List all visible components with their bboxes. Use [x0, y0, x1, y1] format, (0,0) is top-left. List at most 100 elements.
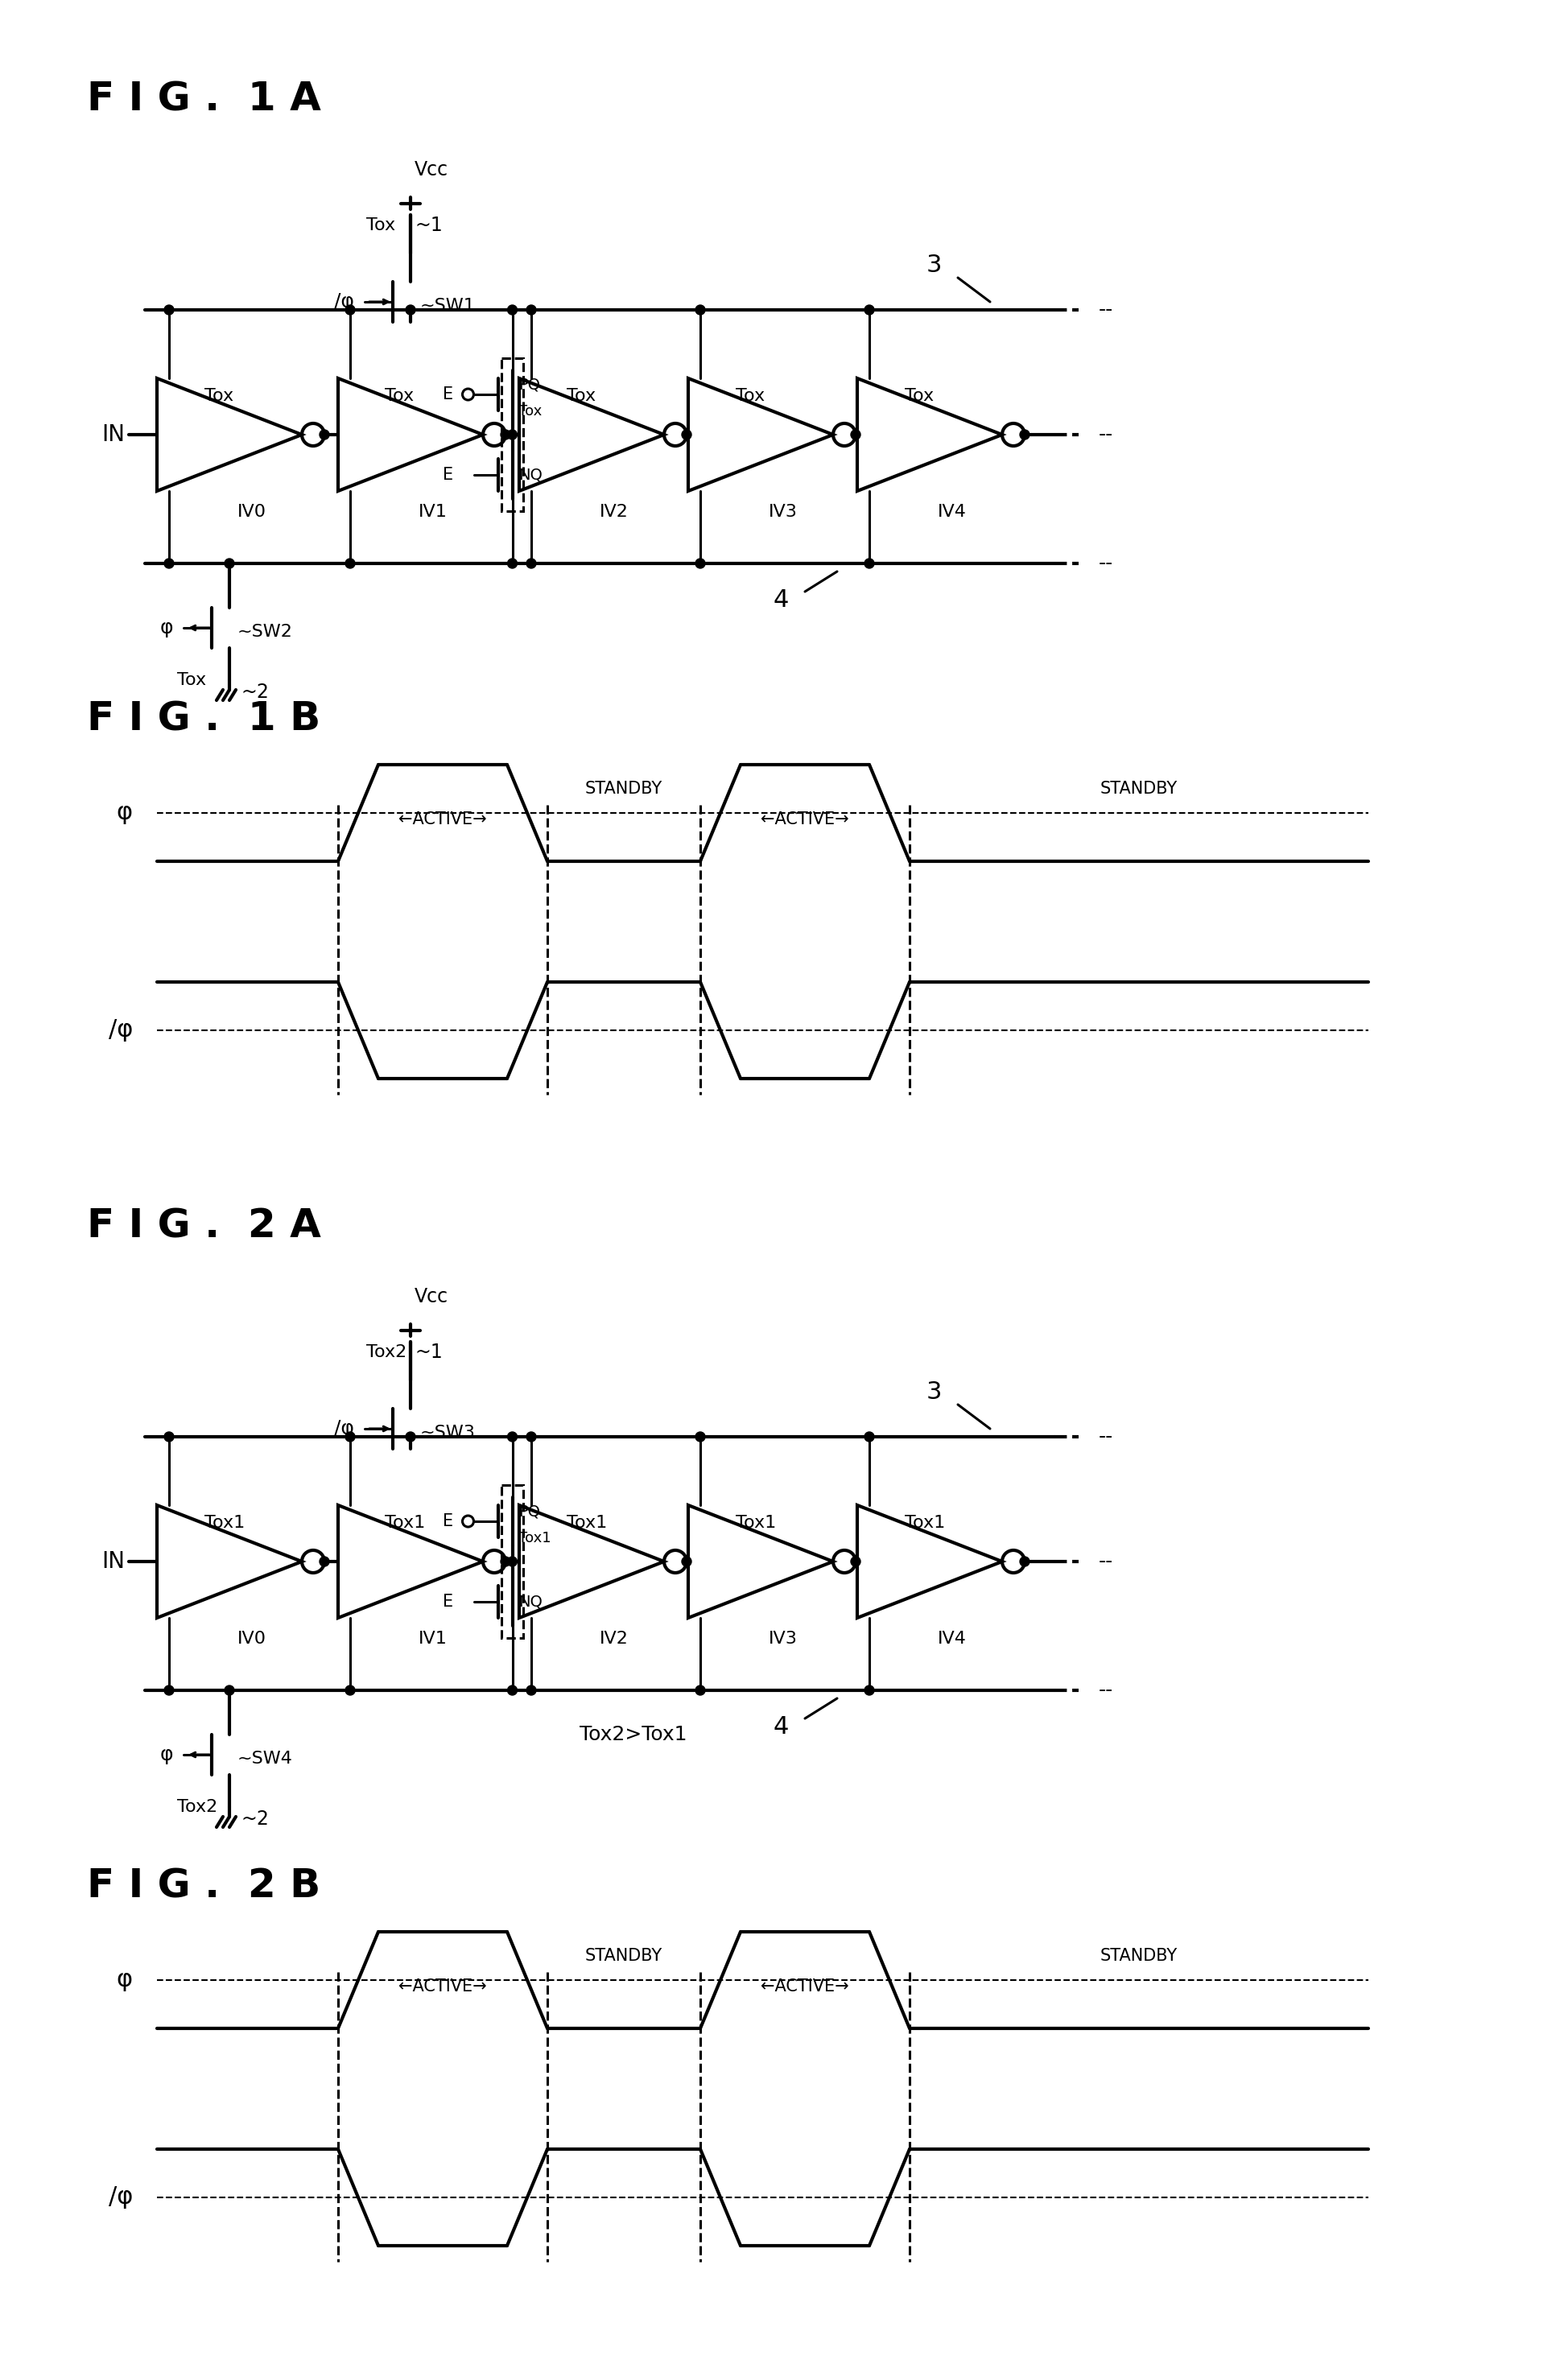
Circle shape — [851, 1558, 861, 1567]
Text: Tox: Tox — [386, 387, 414, 404]
Text: IV3: IV3 — [768, 505, 798, 519]
Bar — [502, 1484, 524, 1638]
Text: Tox2: Tox2 — [367, 1345, 406, 1359]
Text: ←ACTIVE→: ←ACTIVE→ — [760, 812, 848, 828]
Circle shape — [165, 559, 174, 569]
Circle shape — [527, 304, 536, 314]
Circle shape — [851, 430, 861, 439]
Text: ←ACTIVE→: ←ACTIVE→ — [398, 812, 486, 828]
Text: E: E — [444, 467, 453, 484]
Circle shape — [500, 430, 510, 439]
Circle shape — [864, 1433, 873, 1442]
Text: ~SW1: ~SW1 — [420, 297, 475, 314]
Text: /φ: /φ — [334, 293, 354, 312]
Circle shape — [696, 304, 706, 314]
Text: Tox: Tox — [177, 673, 205, 689]
Text: IV4: IV4 — [938, 505, 966, 519]
Text: /φ: /φ — [108, 2185, 133, 2209]
Text: ~1: ~1 — [416, 1343, 444, 1362]
Text: /φ: /φ — [108, 1020, 133, 1043]
Text: Tox2: Tox2 — [177, 1798, 218, 1815]
Text: IV4: IV4 — [938, 1631, 966, 1647]
Circle shape — [527, 1433, 536, 1442]
Text: ~SW3: ~SW3 — [420, 1425, 475, 1442]
Text: ~SW2: ~SW2 — [237, 623, 293, 640]
Text: F I G .  1 A: F I G . 1 A — [86, 80, 321, 118]
Text: φ: φ — [160, 618, 172, 637]
Text: ←ACTIVE→: ←ACTIVE→ — [760, 1978, 848, 1994]
Text: Vcc: Vcc — [414, 160, 448, 179]
Text: 4: 4 — [773, 588, 789, 611]
Text: --: -- — [1099, 425, 1113, 444]
Text: E: E — [444, 1513, 453, 1529]
Circle shape — [696, 1433, 706, 1442]
Circle shape — [165, 1685, 174, 1694]
Text: φ: φ — [160, 1744, 172, 1765]
Text: Tox1: Tox1 — [905, 1515, 946, 1532]
Text: E: E — [444, 387, 453, 404]
Circle shape — [345, 1433, 354, 1442]
Circle shape — [527, 559, 536, 569]
Text: --: -- — [1099, 1553, 1113, 1572]
Circle shape — [508, 1433, 517, 1442]
Circle shape — [320, 1558, 329, 1567]
Text: PQ: PQ — [519, 1503, 541, 1520]
Circle shape — [864, 559, 873, 569]
Text: Tox1: Tox1 — [566, 1515, 607, 1532]
Text: E: E — [444, 1593, 453, 1610]
Text: IV2: IV2 — [599, 1631, 629, 1647]
Text: 3: 3 — [925, 255, 941, 276]
Text: IV1: IV1 — [419, 505, 447, 519]
Text: ~1: ~1 — [416, 215, 444, 236]
Circle shape — [345, 304, 354, 314]
Circle shape — [224, 559, 234, 569]
Text: Tox: Tox — [204, 387, 234, 404]
Text: PQ: PQ — [519, 378, 541, 392]
Circle shape — [165, 1433, 174, 1442]
Text: STANDBY: STANDBY — [1101, 1947, 1178, 1964]
Text: Tox: Tox — [735, 387, 764, 404]
Text: NQ: NQ — [519, 467, 543, 481]
Text: F I G .  2 B: F I G . 2 B — [86, 1867, 320, 1907]
Text: --: -- — [1099, 300, 1113, 319]
Circle shape — [508, 1685, 517, 1694]
Text: IN: IN — [102, 422, 125, 446]
Text: IV0: IV0 — [237, 505, 267, 519]
Text: φ: φ — [116, 1968, 133, 1992]
Text: STANDBY: STANDBY — [1101, 781, 1178, 798]
Circle shape — [508, 1558, 517, 1567]
Circle shape — [864, 304, 873, 314]
Text: 3: 3 — [925, 1381, 941, 1404]
Text: ~2: ~2 — [241, 682, 270, 701]
Text: /φ: /φ — [334, 1418, 354, 1437]
Text: 4: 4 — [773, 1716, 789, 1739]
Circle shape — [406, 304, 416, 314]
Circle shape — [696, 559, 706, 569]
Bar — [502, 359, 524, 512]
Circle shape — [345, 1685, 354, 1694]
Text: IV0: IV0 — [237, 1631, 267, 1647]
Text: Tox2>Tox1: Tox2>Tox1 — [580, 1725, 687, 1744]
Circle shape — [682, 430, 691, 439]
Text: ~2: ~2 — [241, 1810, 270, 1829]
Text: F I G .  2 A: F I G . 2 A — [86, 1208, 321, 1246]
Text: φ: φ — [116, 802, 133, 824]
Text: Tox1: Tox1 — [735, 1515, 776, 1532]
Text: Tox: Tox — [566, 387, 596, 404]
Circle shape — [500, 1558, 510, 1567]
Text: STANDBY: STANDBY — [585, 1947, 663, 1964]
Text: --: -- — [1099, 1680, 1113, 1699]
Circle shape — [864, 1685, 873, 1694]
Circle shape — [165, 304, 174, 314]
Text: Tox: Tox — [519, 404, 543, 418]
Circle shape — [1019, 430, 1030, 439]
Text: STANDBY: STANDBY — [585, 781, 663, 798]
Circle shape — [345, 559, 354, 569]
Circle shape — [508, 559, 517, 569]
Circle shape — [527, 1685, 536, 1694]
Text: IN: IN — [102, 1551, 125, 1572]
Circle shape — [224, 1685, 234, 1694]
Circle shape — [682, 1558, 691, 1567]
Text: Tox1: Tox1 — [519, 1532, 552, 1546]
Text: F I G .  1 B: F I G . 1 B — [86, 701, 320, 739]
